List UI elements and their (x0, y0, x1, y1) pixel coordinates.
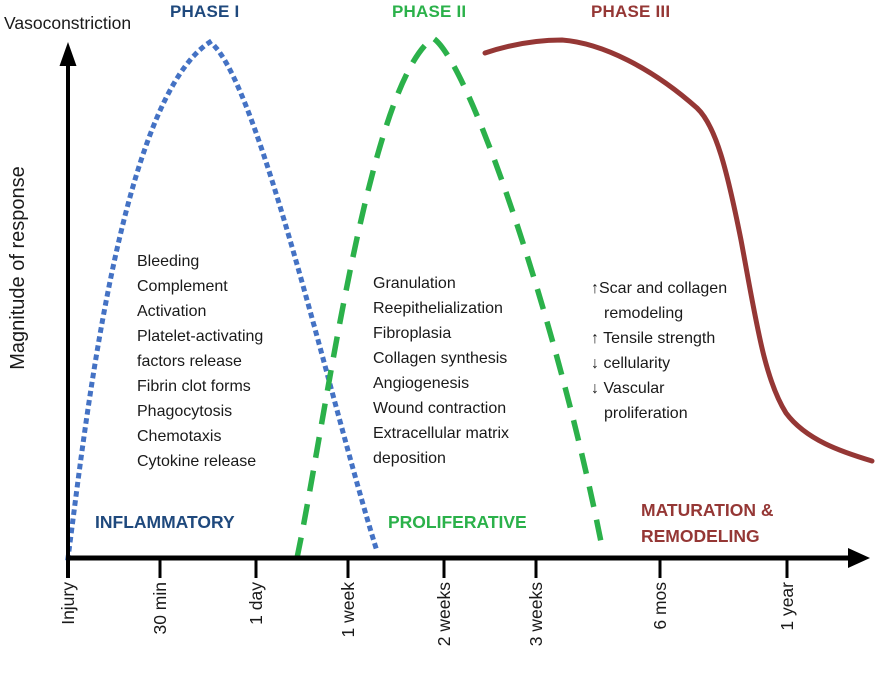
vasoconstriction-label: Vasoconstriction (4, 13, 132, 33)
x-axis-arrowhead (848, 548, 870, 568)
phase1-list-line: Platelet-activating (137, 328, 264, 345)
phase3-title: PHASE III (591, 2, 671, 21)
phase3-description-list: ↑Scar and collagen remodeling ↑ Tensile … (591, 276, 727, 426)
y-axis-label: Magnitude of response (7, 166, 29, 369)
phase2-list-line: Extracellular matrix (373, 425, 510, 442)
phase1-list-line: Complement (137, 278, 228, 295)
phase3-maturation-curve (482, 37, 875, 464)
phase2-proliferative-curve (294, 34, 606, 559)
phase2-list-line: Fibroplasia (373, 325, 452, 342)
phase3-list-line: proliferation (604, 405, 688, 422)
tick-label-6mos: 6 mos (650, 582, 670, 630)
phase1-inflammatory-curve (65, 38, 380, 561)
tick-label-3weeks: 3 weeks (526, 582, 546, 646)
maturation-remodeling-band-label: MATURATION & REMODELING (641, 497, 774, 549)
tick-label-30min: 30 min (150, 582, 170, 635)
phase3-list-line: ↑ Tensile strength (591, 330, 716, 347)
phase1-list-line: Bleeding (137, 253, 200, 270)
phase1-list-line: Activation (137, 303, 207, 320)
tick-label-1year: 1 year (777, 582, 797, 631)
phase2-list-line: Angiogenesis (373, 375, 470, 392)
phase2-list-line: Granulation (373, 275, 456, 292)
phase2-list-line: deposition (373, 450, 446, 467)
phase2-list-line: Collagen synthesis (373, 350, 508, 367)
phase3-list-line: ↑Scar and collagen (591, 280, 728, 297)
phase2-list-line: Wound contraction (373, 400, 507, 417)
proliferative-band-label: PROLIFERATIVE (388, 512, 527, 532)
maturation-band-label-line1: MATURATION & (641, 500, 774, 520)
tick-label-injury: Injury (58, 582, 78, 625)
phase3-list-line: ↓ cellularity (591, 355, 671, 372)
inflammatory-band-label: INFLAMMATORY (95, 512, 235, 532)
phase1-list-line: factors release (137, 353, 242, 370)
phase1-list-line: Fibrin clot forms (137, 378, 251, 395)
phase2-description-list: Granulation Reepithelialization Fibropla… (373, 271, 509, 471)
phase2-list-line: Reepithelialization (373, 300, 503, 317)
phase2-title: PHASE II (392, 2, 467, 21)
tick-label-1day: 1 day (246, 582, 266, 625)
phase1-list-line: Phagocytosis (137, 403, 233, 420)
phase1-description-list: Bleeding Complement Activation Platelet-… (137, 249, 263, 474)
phase3-list-line: remodeling (604, 305, 684, 322)
y-axis-arrowhead (59, 42, 77, 66)
maturation-band-label-line2: REMODELING (641, 526, 760, 546)
phase1-list-line: Cytokine release (137, 453, 257, 470)
tick-label-2weeks: 2 weeks (434, 582, 454, 646)
phase3-list-line: ↓ Vascular (591, 380, 665, 397)
phase1-list-line: Chemotaxis (137, 428, 222, 445)
phase1-title: PHASE I (170, 2, 240, 21)
tick-label-1week: 1 week (338, 582, 358, 638)
